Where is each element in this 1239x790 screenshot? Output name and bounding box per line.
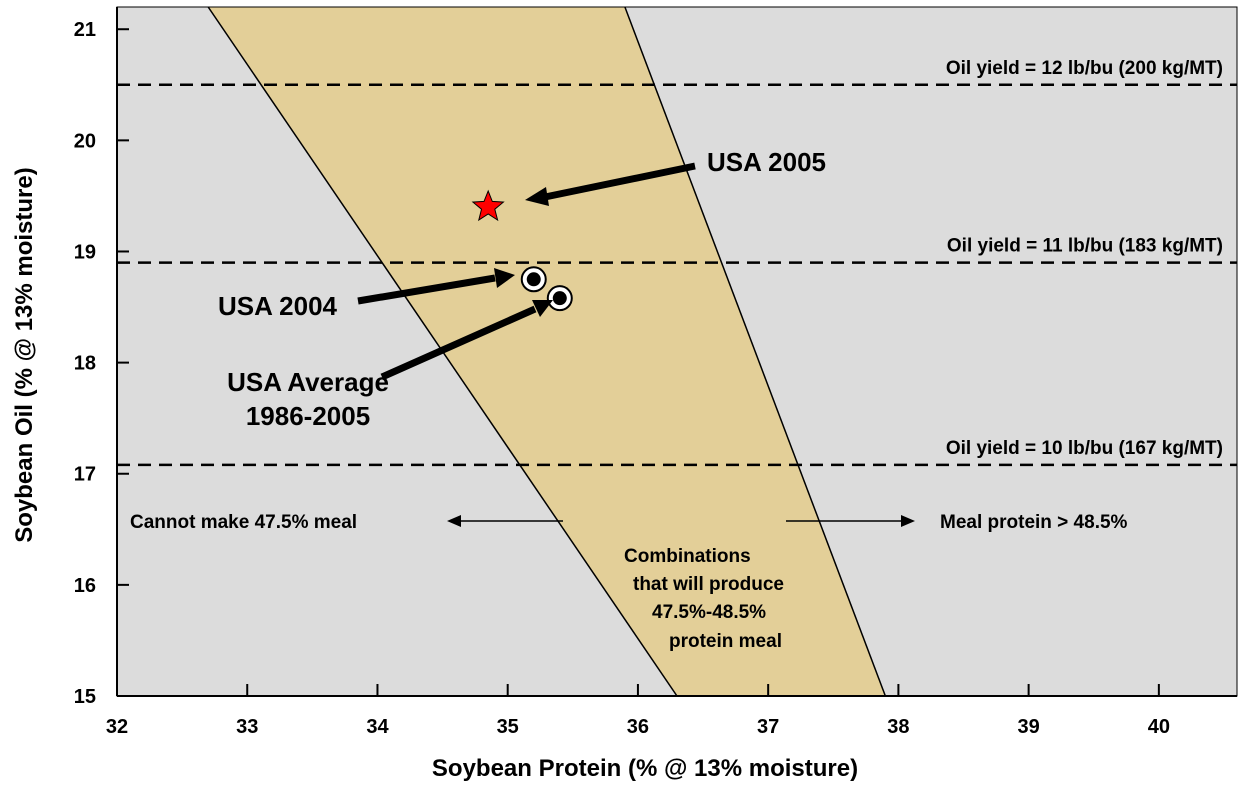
star-marker <box>471 189 505 222</box>
x-tick-label: 40 <box>1148 716 1170 738</box>
y-tick-label: 18 <box>74 353 96 375</box>
x-tick-label: 34 <box>366 716 389 738</box>
label-meal-protein: Meal protein > 48.5% <box>940 512 1128 533</box>
data-markers <box>471 189 573 312</box>
x-tick-label: 36 <box>627 716 649 738</box>
label-usa-average-line2: 1986-2005 <box>246 401 370 431</box>
y-axis-label: Soybean Oil (% @ 13% moisture) <box>11 167 38 543</box>
band-label-line1: Combinations <box>624 546 751 567</box>
x-tick-label: 38 <box>887 716 909 738</box>
label-usa-average-line1: USA Average <box>227 367 389 397</box>
y-tick-label: 17 <box>74 464 96 486</box>
circle-marker-inner <box>526 272 541 287</box>
band-right-boundary <box>624 7 887 696</box>
x-tick-label: 32 <box>106 716 128 738</box>
circle-marker-inner <box>552 291 567 306</box>
x-tick-label: 35 <box>497 716 519 738</box>
y-tick-label: 19 <box>74 241 96 263</box>
y-tick-label: 15 <box>74 686 96 708</box>
band-label-line2: that will produce <box>633 574 784 595</box>
x-tick-label: 33 <box>236 716 258 738</box>
y-tick-label: 21 <box>74 19 96 41</box>
x-tick-label: 37 <box>757 716 779 738</box>
oil-yield-label: Oil yield = 11 lb/bu (183 kg/MT) <box>947 236 1223 257</box>
band-label-line4: protein meal <box>669 631 782 652</box>
y-tick-label: 16 <box>74 575 96 597</box>
protein-meal-band <box>208 7 886 696</box>
oil-yield-label: Oil yield = 12 lb/bu (200 kg/MT) <box>946 58 1223 79</box>
x-axis-label: Soybean Protein (% @ 13% moisture) <box>432 755 858 782</box>
x-ticks: 32 33 34 35 36 37 38 39 40 <box>106 684 1170 738</box>
oil-yield-lines <box>117 83 1237 467</box>
y-ticks: 15 16 17 18 19 20 21 <box>74 19 129 708</box>
annotation-arrows <box>357 162 915 527</box>
oil-yield-label: Oil yield = 10 lb/bu (167 kg/MT) <box>946 438 1223 459</box>
label-usa-2005: USA 2005 <box>707 147 826 177</box>
band-label-line3: 47.5%-48.5% <box>652 602 766 623</box>
y-tick-label: 20 <box>74 130 96 152</box>
label-usa-2004: USA 2004 <box>218 291 338 321</box>
label-cannot-make-meal: Cannot make 47.5% meal <box>130 512 357 533</box>
x-tick-label: 39 <box>1018 716 1040 738</box>
